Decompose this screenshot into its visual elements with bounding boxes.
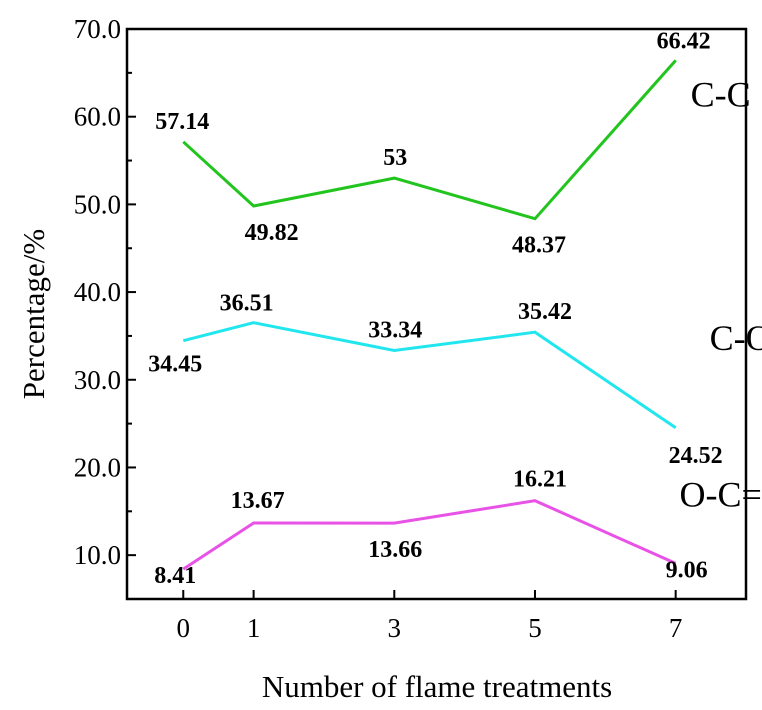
x-tick-label: 7 [669, 613, 683, 643]
series-name: C-C [691, 74, 751, 114]
data-label: 35.42 [518, 299, 572, 325]
x-tick-label: 0 [177, 613, 191, 643]
data-label: 24.52 [669, 443, 723, 469]
y-axis-title: Percentage/% [16, 229, 51, 399]
y-axis: 10.0 20.0 30.0 40.0 50.0 60.0 70.0 [74, 14, 136, 570]
series-name: O-C=O [680, 474, 762, 514]
data-label: 13.66 [368, 537, 422, 563]
data-label: 16.21 [513, 467, 567, 493]
data-label: 34.45 [148, 352, 202, 378]
y-tick-label: 50.0 [74, 189, 121, 219]
y-tick-label: 70.0 [74, 14, 121, 44]
x-tick-label: 1 [247, 613, 261, 643]
y-tick-label: 20.0 [74, 452, 121, 482]
series-name: C-O [710, 318, 762, 358]
data-label: 66.42 [657, 28, 711, 54]
x-axis: 0 1 3 5 7 [177, 590, 683, 643]
data-label: 49.82 [245, 220, 299, 246]
series-line [182, 59, 677, 221]
data-label: 48.37 [512, 233, 566, 259]
data-label: 13.67 [231, 488, 285, 514]
series-line [182, 321, 677, 430]
y-tick-label: 30.0 [74, 365, 121, 395]
y-tick-label: 60.0 [74, 102, 121, 132]
data-label: 53 [383, 145, 407, 171]
data-label: 36.51 [220, 291, 274, 317]
plot-frame [125, 27, 748, 601]
series-layer [182, 59, 677, 571]
y-tick-label: 10.0 [74, 540, 121, 570]
series-line [182, 499, 677, 571]
data-label: 33.34 [368, 317, 422, 343]
data-labels: 57.14 49.82 53 48.37 66.42 C-C 34.45 36.51 33.34… [148, 28, 762, 589]
x-axis-title: Number of flame treatments [262, 669, 612, 704]
data-label: 57.14 [155, 109, 209, 135]
data-label: 8.41 [154, 563, 196, 589]
data-label: 9.06 [666, 557, 708, 583]
x-tick-label: 5 [528, 613, 542, 643]
x-tick-label: 3 [388, 613, 402, 643]
y-tick-label: 40.0 [74, 277, 121, 307]
